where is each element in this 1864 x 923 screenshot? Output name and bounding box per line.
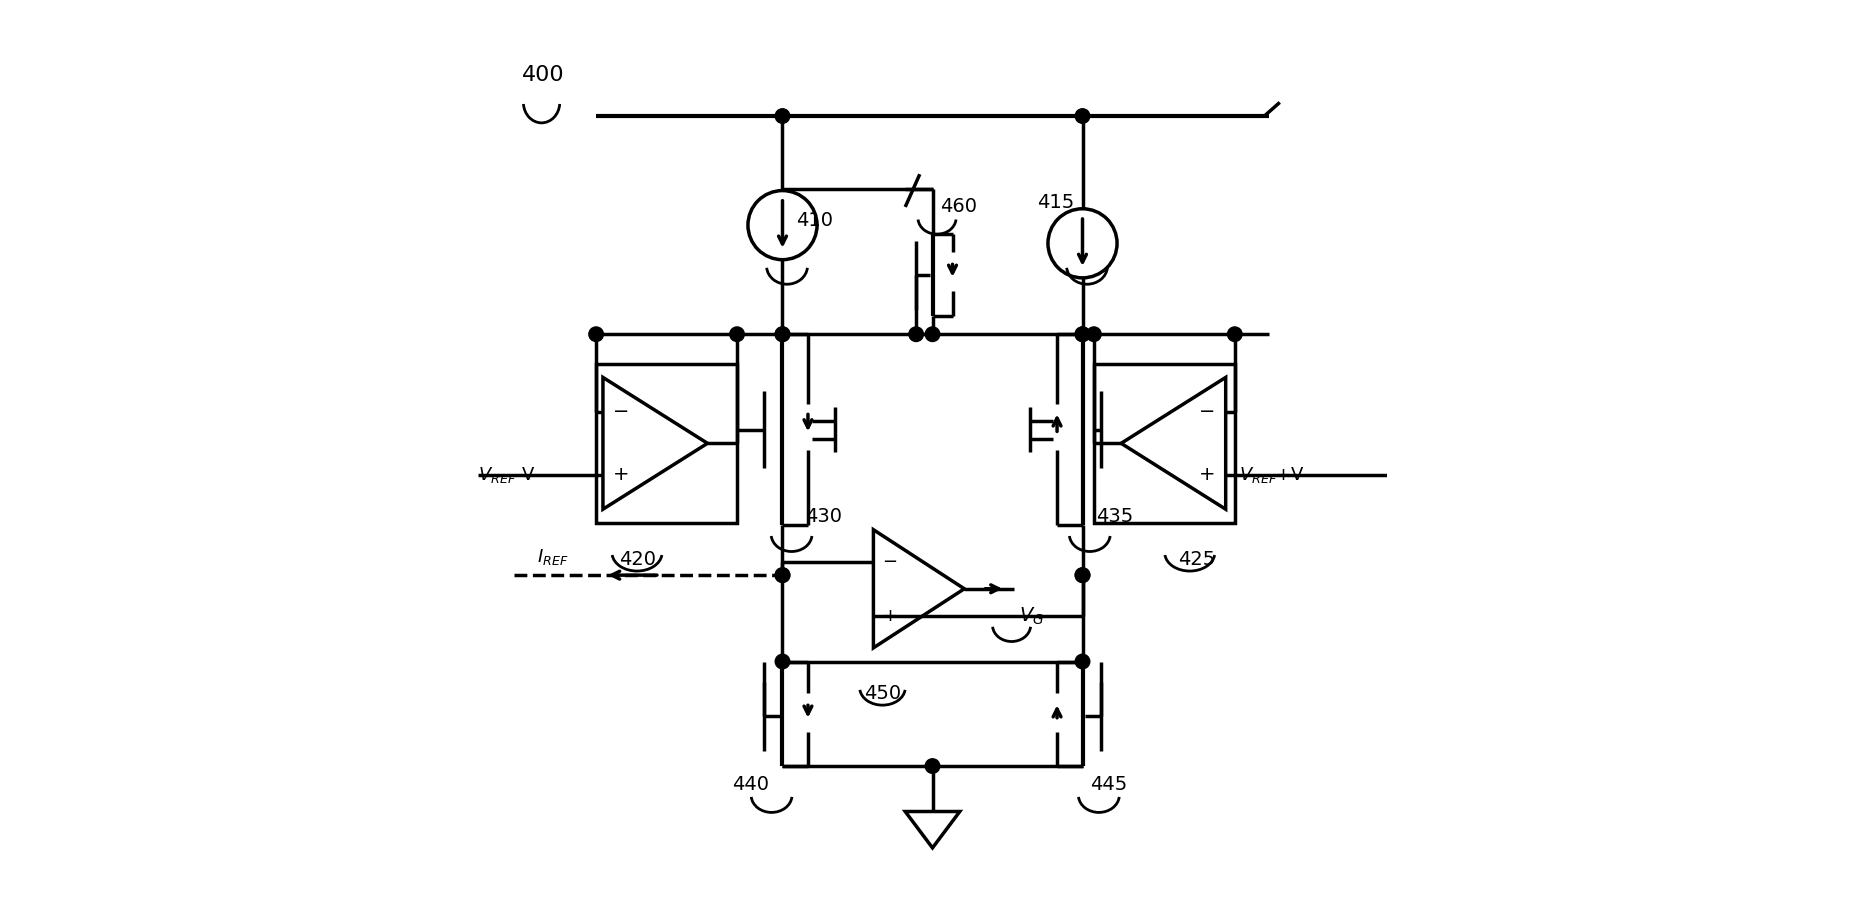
Text: −: − bbox=[1199, 402, 1215, 421]
Text: 420: 420 bbox=[619, 550, 656, 569]
Circle shape bbox=[925, 759, 939, 773]
Text: $V_{REF}$-V: $V_{REF}$-V bbox=[477, 465, 535, 485]
Text: 445: 445 bbox=[1089, 774, 1126, 794]
Circle shape bbox=[925, 327, 939, 342]
Circle shape bbox=[1076, 109, 1089, 124]
Circle shape bbox=[1076, 327, 1089, 342]
Text: $V_G$: $V_G$ bbox=[1018, 605, 1044, 627]
Circle shape bbox=[775, 568, 788, 582]
Circle shape bbox=[775, 654, 788, 669]
Text: 435: 435 bbox=[1096, 507, 1133, 525]
Text: 450: 450 bbox=[863, 684, 900, 702]
Text: 425: 425 bbox=[1178, 550, 1215, 569]
Circle shape bbox=[775, 109, 788, 124]
Circle shape bbox=[1076, 568, 1089, 582]
Text: −: − bbox=[613, 402, 628, 421]
Text: +: + bbox=[882, 607, 897, 625]
Bar bbox=[596, 364, 736, 522]
Text: 430: 430 bbox=[805, 507, 843, 525]
Circle shape bbox=[1076, 568, 1089, 582]
Circle shape bbox=[1076, 327, 1089, 342]
Text: −: − bbox=[882, 553, 897, 570]
Text: 400: 400 bbox=[522, 66, 565, 85]
Circle shape bbox=[775, 327, 788, 342]
Circle shape bbox=[908, 327, 923, 342]
Text: $V_{REF}$+V: $V_{REF}$+V bbox=[1240, 465, 1305, 485]
Text: +: + bbox=[613, 465, 628, 485]
Circle shape bbox=[729, 327, 744, 342]
Text: 440: 440 bbox=[733, 774, 770, 794]
Text: $I_{REF}$: $I_{REF}$ bbox=[537, 547, 569, 567]
Text: 410: 410 bbox=[796, 211, 833, 230]
Circle shape bbox=[1076, 654, 1089, 669]
Text: 415: 415 bbox=[1036, 193, 1074, 212]
Circle shape bbox=[775, 327, 788, 342]
Circle shape bbox=[1087, 327, 1100, 342]
Circle shape bbox=[1227, 327, 1241, 342]
Circle shape bbox=[589, 327, 604, 342]
Text: +: + bbox=[1199, 465, 1215, 485]
Circle shape bbox=[775, 568, 788, 582]
Bar bbox=[1094, 364, 1234, 522]
Text: 460: 460 bbox=[939, 198, 977, 217]
